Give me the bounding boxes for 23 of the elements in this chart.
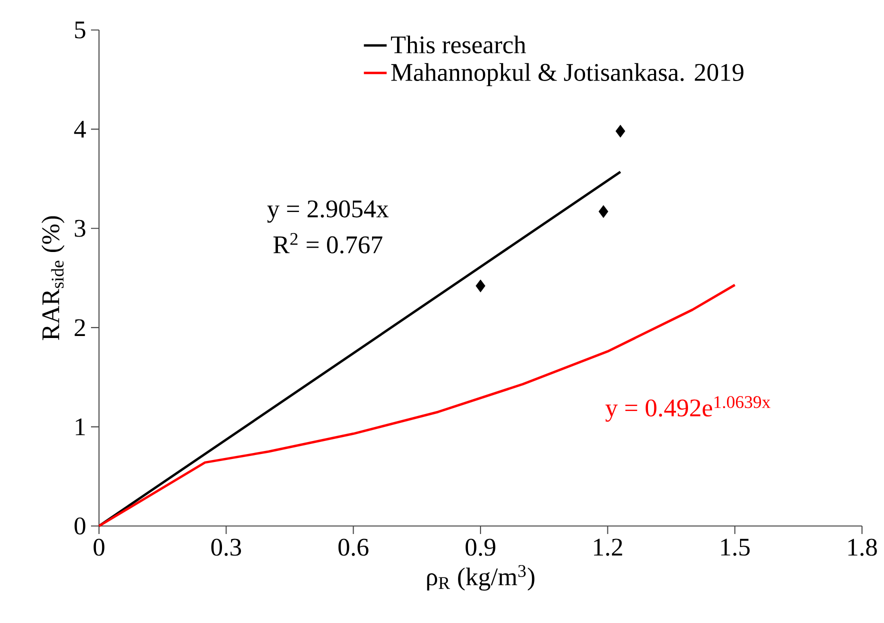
legend-label: This research [390, 36, 526, 54]
x-tick-label: 0.9 [466, 538, 496, 556]
y-tick-label: 2 [74, 319, 85, 336]
point [476, 280, 486, 292]
x-tick-label: 1.8 [848, 538, 877, 556]
x-axis-title: ρ$_{R}$ (kg/m$^{3}$) [427, 565, 534, 591]
annotation: y = 2.9054x [267, 200, 389, 223]
y-axis-title: RAR$_{side}$ (%) [42, 216, 64, 340]
y-tick-label: 0 [74, 517, 86, 535]
x-tick-label: 0.3 [211, 538, 242, 556]
y-tick-label: 3 [74, 220, 86, 237]
point [598, 205, 608, 218]
point [616, 124, 626, 138]
x-tick-label: 0 [94, 538, 104, 556]
y-tick-label: 4 [74, 120, 86, 138]
x-tick-label: 0.6 [338, 538, 368, 556]
x-tick-label: 1.5 [721, 538, 750, 556]
y-tick-label: 1 [76, 418, 85, 436]
x-tick-label: 1.2 [594, 538, 622, 556]
annotation: y = 0.492e$^{1.0639x}$ [605, 396, 770, 422]
y-tick-label: 5 [75, 22, 86, 38]
legend-label: Mahannopkul & Jotisankasa. 2019 [391, 63, 744, 86]
annotation: R$^{2}$ = 0.767 [273, 233, 382, 254]
